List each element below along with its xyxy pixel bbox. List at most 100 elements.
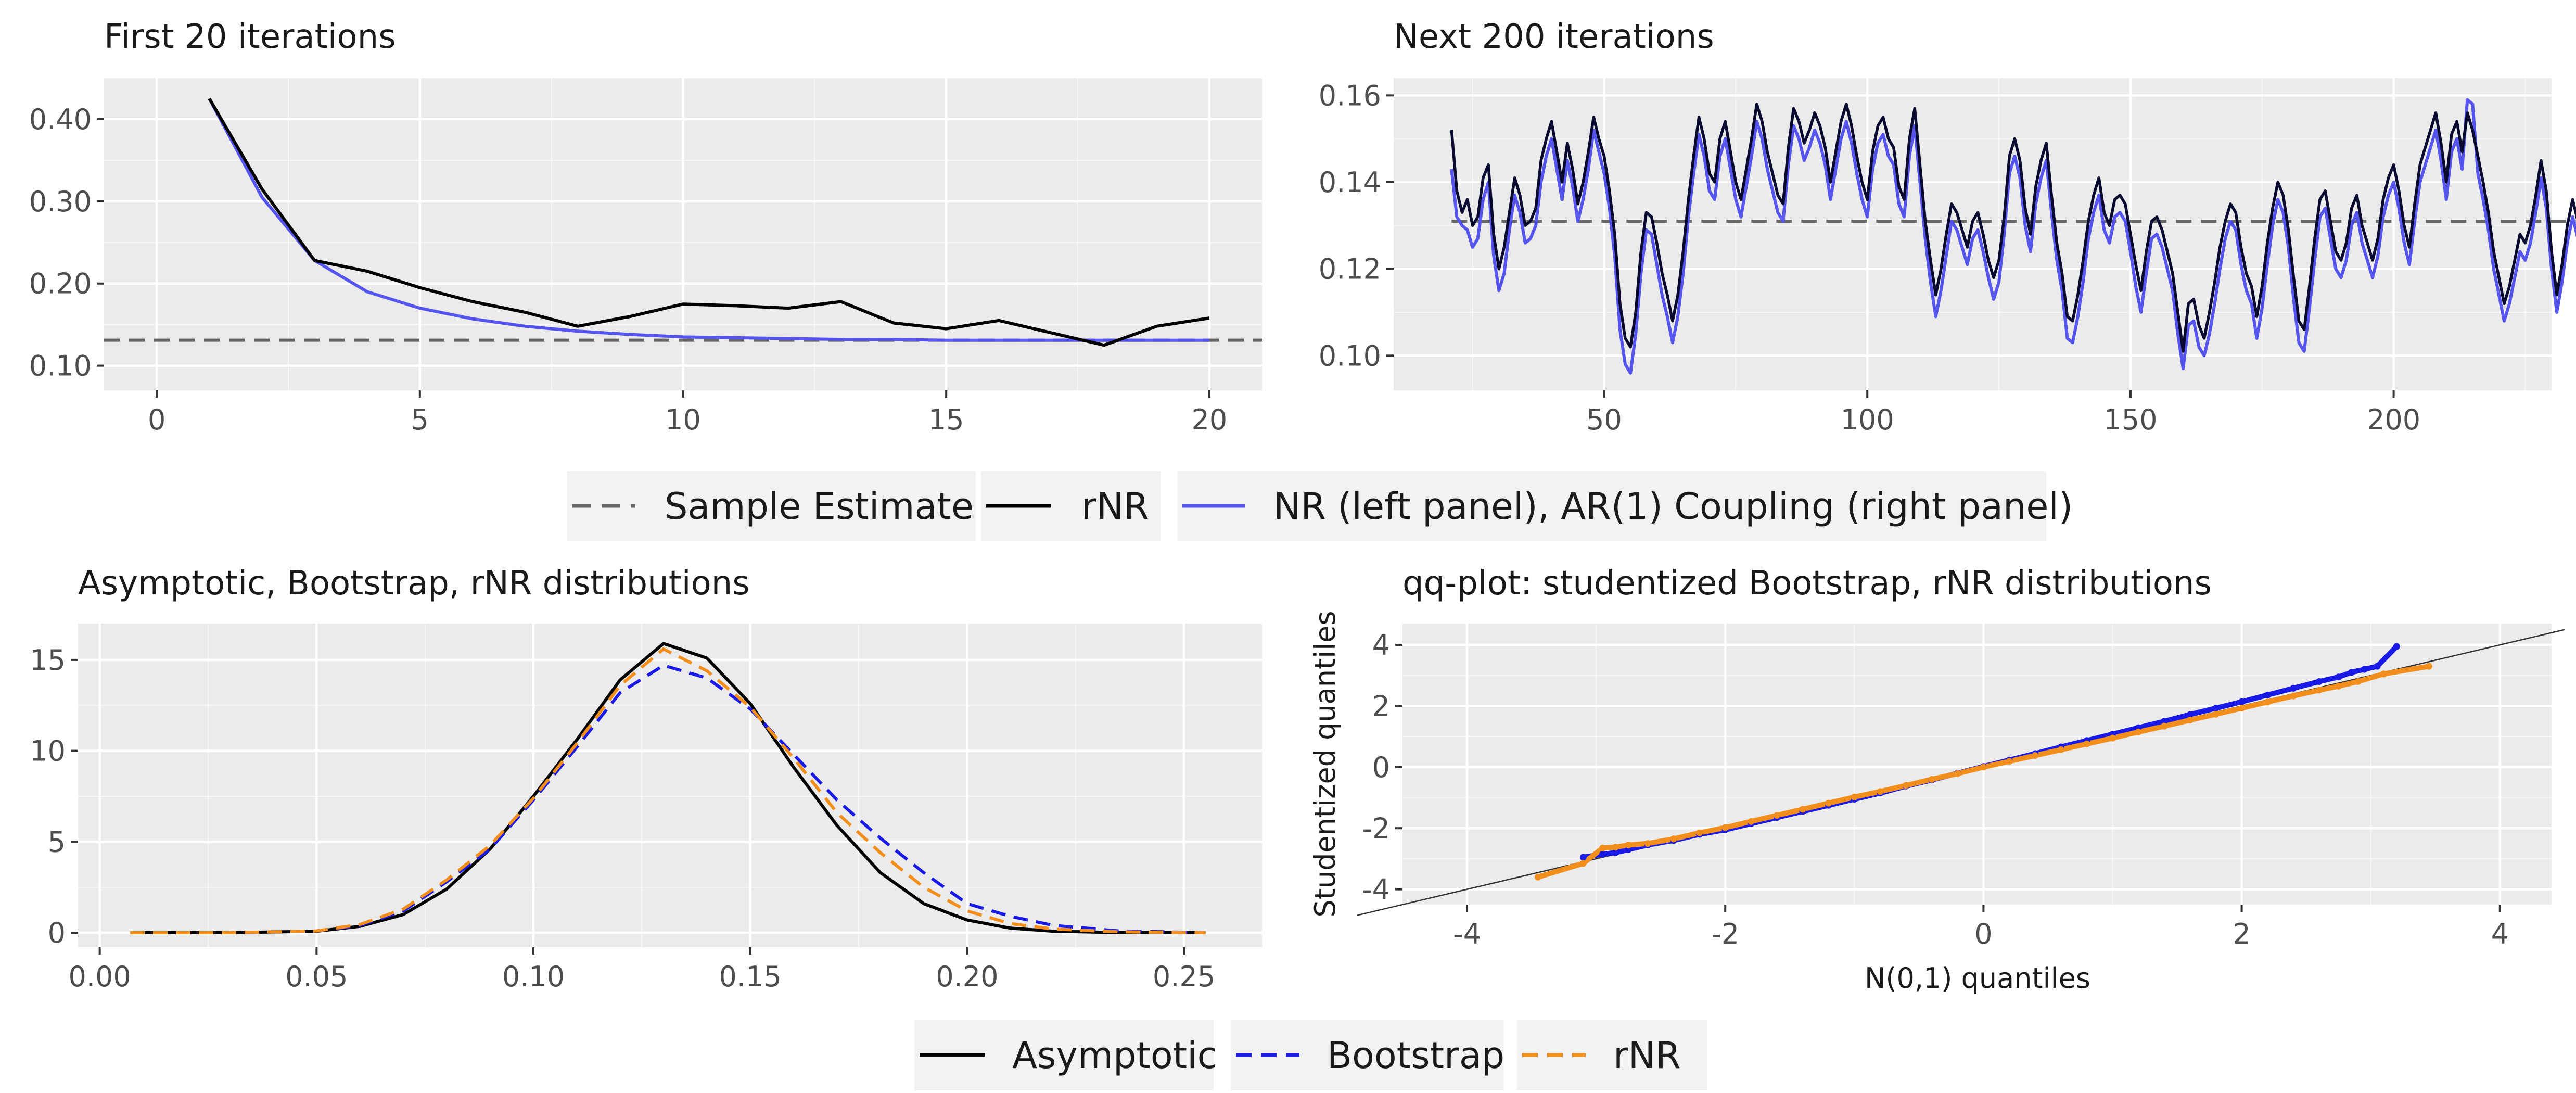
tick-labels: 0 5 10 15 20 0.10 0.20 0.30 0.40 bbox=[29, 103, 1227, 436]
rnr-point bbox=[2006, 758, 2013, 765]
legend-label-sample-estimate: Sample Estimate bbox=[665, 485, 974, 528]
data-series bbox=[1534, 643, 2432, 881]
panel-first-20-iterations: First 20 iterations 0 5 10 15 20 0.10 0.20 0.30… bbox=[29, 18, 1262, 436]
bootstrap-point bbox=[2315, 678, 2323, 685]
y-tick-label: 15 bbox=[30, 644, 66, 677]
rnr-point bbox=[1825, 799, 1832, 807]
rnr-point bbox=[1579, 860, 1587, 867]
rnr-point bbox=[2315, 687, 2323, 694]
legend-label-rnr: rNR bbox=[1081, 485, 1149, 528]
x-tick-label: 20 bbox=[1192, 403, 1228, 436]
rnr-point bbox=[1670, 835, 1677, 843]
x-tick-label: 150 bbox=[2103, 403, 2157, 436]
bootstrap-point bbox=[2393, 643, 2400, 650]
legend-label-rnr-dist: rNR bbox=[1613, 1034, 1681, 1077]
x-tick-label: 0.00 bbox=[69, 960, 131, 993]
series-nr-line bbox=[208, 98, 1209, 342]
series-ar1-coupling-line bbox=[1450, 98, 2576, 375]
legend-key-sample-estimate bbox=[567, 471, 976, 541]
rnr-point bbox=[1721, 824, 1729, 831]
tick-labels: 50 100 150 200 0.10 0.12 0.14 0.16 bbox=[1319, 79, 2420, 436]
grid-lines bbox=[104, 78, 1262, 390]
x-tick-label: 50 bbox=[1586, 403, 1622, 436]
bootstrap-point bbox=[2374, 663, 2381, 670]
rnr-point bbox=[2057, 746, 2064, 753]
x-tick-label: 15 bbox=[928, 403, 964, 436]
rnr-point bbox=[1799, 806, 1806, 813]
panel-qq-plot: qq-plot: studentized Bootstrap, rNR dist… bbox=[1309, 564, 2565, 995]
rnr-point bbox=[2135, 728, 2142, 735]
legend-label-nr-coupling: NR (left panel), AR(1) Coupling (right p… bbox=[1273, 485, 2073, 528]
legend-label-asymptotic: Asymptotic bbox=[1012, 1034, 1217, 1077]
plot-background bbox=[78, 624, 1262, 947]
panel-distributions: Asymptotic, Bootstrap, rNR distributions… bbox=[30, 564, 1262, 993]
y-tick-label: 0 bbox=[1372, 751, 1390, 784]
y-tick-label: 0.30 bbox=[29, 185, 92, 218]
y-tick-label: 0.10 bbox=[29, 350, 92, 383]
rnr-point bbox=[2032, 752, 2039, 759]
rnr-point bbox=[2212, 710, 2220, 718]
rnr-point bbox=[2083, 740, 2090, 747]
rnr-point bbox=[2186, 716, 2194, 723]
x-tick-label: 10 bbox=[665, 403, 701, 436]
series-rnr-line bbox=[1450, 103, 2576, 353]
y-tick-label: 10 bbox=[30, 735, 66, 768]
rnr-point bbox=[1696, 829, 1703, 836]
rnr-point bbox=[1954, 770, 1961, 777]
y-tick-label: 0.10 bbox=[1319, 339, 1381, 372]
rnr-point bbox=[1773, 812, 1780, 819]
bootstrap-point bbox=[2161, 718, 2168, 725]
legend-label-bootstrap: Bootstrap bbox=[1327, 1034, 1504, 1077]
panel-next-200-iterations: Next 200 iterations 50 100 150 200 0.10 0.12 0… bbox=[1319, 18, 2576, 436]
y-tick-label: 0 bbox=[48, 917, 66, 949]
x-tick-label: 0 bbox=[1974, 918, 1992, 950]
rnr-point bbox=[1748, 818, 1755, 825]
rnr-point bbox=[2354, 678, 2362, 685]
x-tick-label: 200 bbox=[2367, 403, 2420, 436]
panel-title: First 20 iterations bbox=[104, 18, 396, 56]
x-tick-label: -4 bbox=[1453, 918, 1481, 950]
bootstrap-point bbox=[2212, 705, 2220, 712]
legend-iterations: Sample Estimate rNR NR (left panel), AR(… bbox=[567, 471, 2073, 541]
x-tick-label: 0.25 bbox=[1153, 960, 1215, 993]
rnr-point bbox=[1903, 782, 1910, 789]
series-rnr-curve bbox=[130, 647, 1206, 934]
y-tick-label: 4 bbox=[1372, 629, 1390, 662]
rnr-point bbox=[1599, 844, 1606, 851]
plot-background bbox=[1394, 78, 2552, 390]
data-series bbox=[130, 642, 1206, 934]
panel-title: Next 200 iterations bbox=[1394, 18, 1714, 56]
rnr-point bbox=[2161, 722, 2168, 730]
y-tick-label: 0.14 bbox=[1319, 166, 1381, 199]
bootstrap-point bbox=[2186, 711, 2194, 718]
y-tick-label: -4 bbox=[1362, 873, 1390, 906]
x-tick-label: 0.10 bbox=[502, 960, 565, 993]
rnr-point bbox=[1534, 873, 1541, 881]
bootstrap-point bbox=[2361, 666, 2368, 673]
data-series bbox=[1450, 98, 2576, 375]
bootstrap-point bbox=[2264, 691, 2271, 698]
bootstrap-point bbox=[2335, 673, 2342, 681]
y-tick-label: 2 bbox=[1372, 690, 1390, 722]
y-tick-label: -2 bbox=[1362, 812, 1390, 845]
x-tick-label: -2 bbox=[1711, 918, 1739, 950]
rnr-point bbox=[1928, 776, 1935, 783]
y-tick-label: 0.12 bbox=[1319, 253, 1381, 286]
x-tick-label: 0.05 bbox=[285, 960, 348, 993]
panel-title: qq-plot: studentized Bootstrap, rNR dist… bbox=[1402, 564, 2212, 603]
rnr-point bbox=[1877, 788, 1884, 795]
rnr-point bbox=[2238, 705, 2246, 712]
x-tick-label: 0.20 bbox=[936, 960, 998, 993]
rnr-point bbox=[2109, 734, 2116, 742]
rnr-point bbox=[1625, 842, 1632, 849]
rnr-point bbox=[1612, 844, 1619, 851]
bootstrap-point bbox=[1599, 850, 1606, 858]
bootstrap-point bbox=[2348, 669, 2355, 676]
panel-title: Asymptotic, Bootstrap, rNR distributions bbox=[78, 564, 750, 603]
series-rnr-band bbox=[1537, 664, 2430, 880]
legend-key-nr-coupling bbox=[1177, 471, 2046, 541]
rnr-point bbox=[1851, 793, 1858, 800]
y-tick-label: 5 bbox=[48, 825, 66, 858]
data-series bbox=[208, 97, 1210, 347]
